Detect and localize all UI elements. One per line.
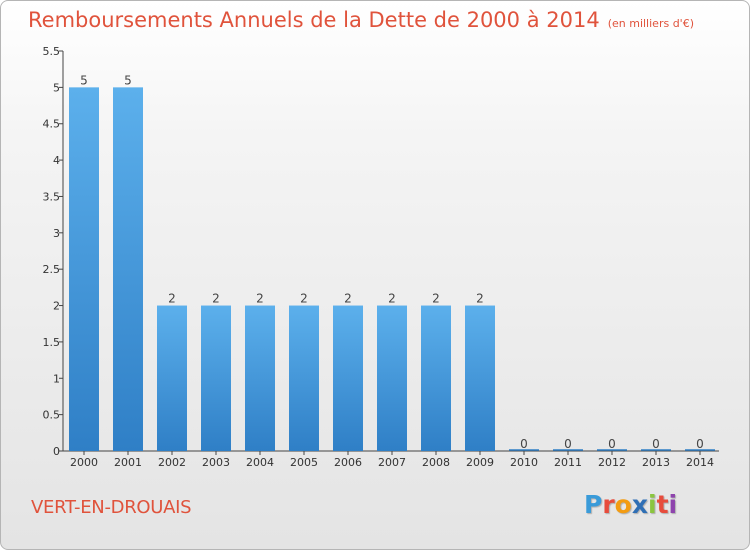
x-tick-label-2005: 2005: [290, 456, 318, 469]
x-tick-label-2008: 2008: [422, 456, 450, 469]
x-tick-label-2011: 2011: [554, 456, 582, 469]
x-tick-label-2001: 2001: [114, 456, 142, 469]
value-label-2009: 2: [476, 292, 484, 306]
value-label-2000: 5: [80, 73, 88, 87]
bar-2008: [421, 305, 451, 451]
y-tick-label: 4: [53, 154, 60, 167]
y-tick-label: 1.5: [43, 336, 61, 349]
bar-2007: [377, 305, 407, 451]
commune-name: VERT-EN-DROUAIS: [31, 497, 192, 518]
x-tick-label-2014: 2014: [686, 456, 714, 469]
bar-2006: [333, 305, 363, 451]
bar-2004: [245, 305, 275, 451]
value-label-2006: 2: [344, 292, 352, 306]
chart-title: Remboursements Annuels de la Dette de 20…: [28, 8, 694, 32]
value-label-2003: 2: [212, 292, 220, 306]
value-label-2011: 0: [564, 437, 572, 451]
y-tick-label: 2: [53, 300, 60, 313]
y-tick-label: 5.5: [43, 45, 61, 58]
bar-2003: [201, 305, 231, 451]
bar-2009: [465, 305, 495, 451]
bar-2002: [157, 305, 187, 451]
y-tick-label: 0.5: [43, 409, 61, 422]
y-tick-label: 3: [53, 227, 60, 240]
x-tick-label-2013: 2013: [642, 456, 670, 469]
x-tick-label-2007: 2007: [378, 456, 406, 469]
value-label-2005: 2: [300, 292, 308, 306]
value-label-2008: 2: [432, 292, 440, 306]
x-tick-label-2006: 2006: [334, 456, 362, 469]
y-tick-label: 3.5: [43, 190, 61, 203]
x-tick-label-2012: 2012: [598, 456, 626, 469]
value-label-2004: 2: [256, 292, 264, 306]
title-text: Remboursements Annuels de la Dette de 20…: [28, 8, 600, 32]
y-tick-label: 5: [53, 81, 60, 94]
value-label-2013: 0: [652, 437, 660, 451]
value-label-2007: 2: [388, 292, 396, 306]
bar-2005: [289, 305, 319, 451]
y-tick-label: 4.5: [43, 118, 61, 131]
x-tick-label-2000: 2000: [70, 456, 98, 469]
y-tick-label: 1: [53, 372, 60, 385]
value-label-2014: 0: [696, 437, 704, 451]
x-tick-label-2009: 2009: [466, 456, 494, 469]
value-label-2002: 2: [168, 292, 176, 306]
x-tick-label-2010: 2010: [510, 456, 538, 469]
y-tick-label: 0: [53, 445, 60, 458]
value-label-2010: 0: [520, 437, 528, 451]
x-tick-label-2004: 2004: [246, 456, 274, 469]
value-label-2001: 5: [124, 73, 132, 87]
x-tick-label-2002: 2002: [158, 456, 186, 469]
y-tick-label: 2.5: [43, 263, 61, 276]
bar-2000: [69, 87, 99, 451]
value-label-2012: 0: [608, 437, 616, 451]
bar-2001: [113, 87, 143, 451]
proxiti-logo: Proxiti: [584, 490, 678, 519]
x-tick-label-2003: 2003: [202, 456, 230, 469]
chart-unit: (en milliers d'€): [607, 17, 694, 30]
